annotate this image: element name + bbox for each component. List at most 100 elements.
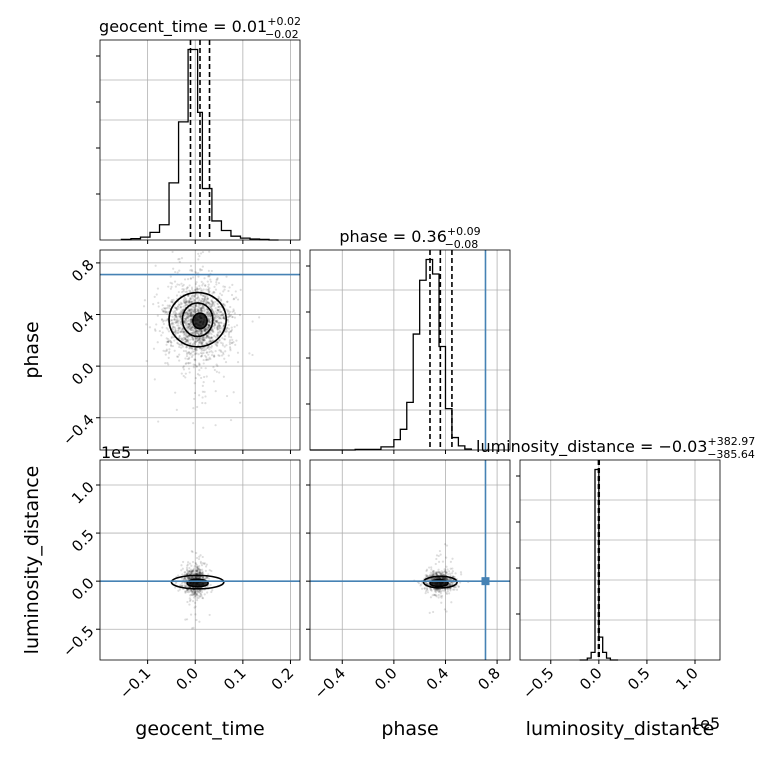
- sample-point: [173, 306, 176, 309]
- sample-point: [248, 352, 251, 355]
- sample-point: [216, 308, 219, 311]
- sample-point: [191, 332, 194, 335]
- sample-point: [195, 569, 199, 573]
- sample-point: [189, 326, 192, 329]
- sample-point: [197, 258, 200, 261]
- sample-point: [196, 310, 199, 313]
- sample-point: [190, 308, 193, 311]
- sample-point: [419, 584, 422, 587]
- sample-point: [453, 588, 456, 591]
- sample-point: [231, 315, 234, 319]
- sample-point: [200, 347, 203, 350]
- sample-point: [215, 333, 219, 336]
- sample-point: [232, 341, 235, 344]
- sample-point: [199, 309, 202, 313]
- sample-point: [191, 591, 194, 594]
- sample-point: [170, 319, 174, 322]
- sample-point: [179, 317, 182, 320]
- sample-point: [203, 297, 207, 300]
- sample-point: [204, 295, 207, 299]
- sample-point: [184, 337, 187, 340]
- sample-point: [192, 572, 195, 575]
- sample-point: [194, 300, 197, 303]
- sample-point: [189, 277, 193, 280]
- sample-point: [210, 304, 213, 307]
- sample-point: [181, 366, 185, 369]
- sample-point: [202, 340, 205, 343]
- contour-level: [168, 291, 227, 348]
- sample-point: [215, 363, 218, 366]
- sample-point: [156, 314, 159, 317]
- sample-point: [206, 280, 209, 283]
- sample-point: [199, 299, 202, 303]
- sample-point: [183, 320, 186, 323]
- sample-point: [167, 356, 170, 359]
- sample-point: [424, 590, 428, 593]
- sample-point: [185, 320, 188, 323]
- sample-point: [195, 572, 198, 575]
- sample-point: [188, 323, 191, 326]
- sample-point: [229, 305, 232, 309]
- sample-point: [206, 294, 209, 298]
- sample-point: [192, 350, 196, 353]
- sample-point: [204, 367, 207, 370]
- sample-point: [185, 311, 189, 314]
- sample-point: [188, 356, 191, 359]
- sample-point: [184, 321, 187, 325]
- sample-point: [207, 324, 210, 328]
- sample-point: [193, 308, 196, 311]
- sample-point: [455, 588, 459, 591]
- sample-point: [434, 562, 437, 566]
- sample-point: [425, 576, 428, 579]
- sample-point: [231, 342, 234, 345]
- sample-point: [192, 590, 195, 594]
- sample-point: [451, 582, 454, 586]
- sample-point: [165, 311, 168, 314]
- sample-point: [214, 350, 217, 353]
- sample-point: [170, 341, 173, 344]
- sample-point: [210, 350, 213, 353]
- sample-point: [219, 325, 222, 328]
- sample-point: [204, 302, 207, 305]
- sample-point: [200, 329, 203, 333]
- sample-point: [215, 320, 219, 323]
- sample-point: [221, 342, 224, 345]
- sample-point: [425, 582, 429, 585]
- sample-point: [218, 349, 221, 352]
- sample-point: [210, 336, 213, 339]
- sample-point: [441, 573, 444, 576]
- sample-point: [178, 336, 181, 340]
- sample-point: [169, 300, 173, 303]
- sample-point: [177, 313, 180, 316]
- sample-point: [157, 420, 160, 423]
- sample-point: [190, 589, 193, 592]
- sample-point: [429, 574, 432, 577]
- density-core: [192, 313, 208, 329]
- sample-point: [209, 280, 213, 283]
- histogram-step-0: [120, 48, 279, 241]
- sample-point: [183, 585, 187, 588]
- sample-point: [209, 305, 213, 308]
- sample-point: [446, 577, 449, 580]
- sample-point: [194, 270, 197, 273]
- sample-point: [184, 338, 187, 341]
- sample-point: [179, 321, 183, 324]
- sample-point: [193, 342, 197, 345]
- sample-point: [225, 308, 228, 311]
- sample-point: [212, 366, 215, 369]
- sample-point: [194, 289, 197, 292]
- sample-point: [184, 311, 187, 314]
- sample-point: [186, 576, 190, 579]
- sample-point: [215, 343, 219, 347]
- sample-point: [452, 575, 455, 578]
- sample-point: [220, 314, 223, 317]
- sample-point: [210, 318, 213, 321]
- sample-point: [216, 324, 219, 328]
- sample-point: [186, 315, 189, 318]
- sample-point: [188, 301, 191, 304]
- sample-point: [204, 565, 208, 568]
- sample-point: [207, 301, 210, 304]
- sample-point: [223, 357, 226, 360]
- sample-point: [187, 367, 191, 370]
- sample-point: [185, 312, 188, 315]
